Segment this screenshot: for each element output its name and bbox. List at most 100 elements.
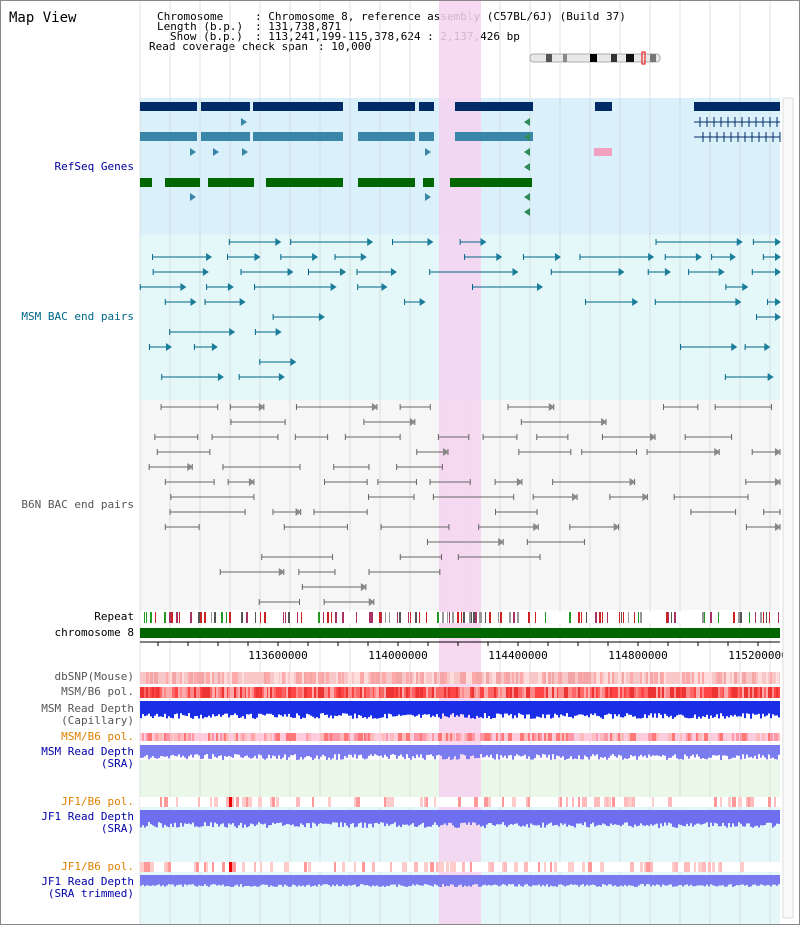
depth-bar [262, 701, 264, 715]
depth-bar [338, 701, 340, 716]
msm-read-depth-sra-label-2: (SRA) [100, 757, 134, 770]
jf1-read-depth-sra-track[interactable] [140, 810, 780, 828]
heat-cell [744, 687, 748, 698]
heat-cell [524, 733, 528, 741]
heat-cell [606, 687, 608, 698]
depth-bar [700, 875, 702, 886]
heat-cell [424, 797, 426, 807]
heat-cell [166, 862, 168, 872]
b6n-bac-label[interactable]: B6N BAC end pairs [21, 498, 134, 511]
depth-bar [704, 810, 706, 824]
bac-end-arrow [295, 508, 302, 516]
depth-bar [738, 745, 740, 756]
highlight-region[interactable] [439, 0, 481, 925]
depth-bar [540, 701, 542, 718]
repeat-element [381, 612, 382, 623]
heat-cell [404, 687, 406, 698]
depth-bar [304, 745, 306, 758]
depth-bar [732, 810, 734, 824]
heat-cell [370, 733, 374, 741]
heat-cell [488, 733, 490, 741]
msm-read-depth-sra-track[interactable] [140, 745, 780, 760]
depth-bar [402, 810, 404, 825]
heat-cell [438, 733, 440, 741]
depth-bar [420, 810, 422, 825]
depth-bar [778, 875, 780, 885]
depth-bar [504, 810, 506, 826]
heat-cell [370, 672, 372, 684]
depth-bar [524, 701, 526, 719]
heat-cell [170, 672, 173, 684]
jf1-b6-pol-track-2[interactable] [140, 862, 780, 872]
jf1-b6-pol-track[interactable] [140, 797, 780, 807]
depth-bar [602, 745, 604, 758]
depth-bar [376, 810, 378, 823]
depth-bar [260, 875, 262, 886]
depth-bar [670, 701, 672, 716]
msm-b6-pol-track-2[interactable] [140, 733, 780, 741]
depth-bar [206, 875, 208, 886]
depth-bar [600, 745, 602, 758]
heat-cell [540, 733, 542, 741]
depth-bar [166, 810, 168, 827]
heat-cell [348, 733, 350, 741]
depth-bar [218, 810, 220, 827]
depth-bar [580, 875, 582, 886]
depth-bar [742, 745, 744, 755]
depth-bar [152, 875, 154, 886]
depth-bar [246, 875, 248, 886]
heat-cell [492, 687, 494, 698]
depth-bar [528, 875, 530, 886]
depth-bar [648, 875, 650, 885]
depth-bar [214, 810, 216, 823]
depth-bar [466, 810, 468, 825]
heat-cell [596, 797, 600, 807]
repeat-element [718, 612, 719, 623]
depth-bar [376, 745, 378, 756]
gene-exon-block [419, 102, 434, 111]
refseq-genes-label[interactable]: RefSeq Genes [54, 160, 134, 173]
depth-bar [438, 745, 440, 755]
depth-bar [148, 745, 150, 760]
depth-bar [636, 745, 638, 760]
refseq-genes-track[interactable] [140, 102, 781, 216]
depth-bar [498, 875, 500, 887]
heat-cell [432, 672, 435, 684]
vertical-scrollbar[interactable] [782, 97, 794, 919]
depth-bar [632, 810, 634, 828]
depth-bar [444, 745, 446, 760]
heat-cell [720, 733, 723, 741]
depth-bar [578, 701, 580, 715]
heat-cell [338, 733, 341, 741]
jf1-read-depth-sra-trimmed-track[interactable] [140, 875, 780, 887]
repeat-element [211, 612, 212, 623]
depth-bar [180, 701, 182, 714]
msm-read-depth-capillary-track[interactable] [140, 701, 780, 719]
depth-bar [316, 745, 318, 756]
chromosome-ideogram[interactable] [529, 51, 661, 65]
b6n-bac-pairs-track[interactable] [148, 403, 781, 606]
depth-bar [236, 810, 238, 828]
repeat-track[interactable] [140, 612, 780, 623]
chromosome-bar[interactable] [140, 628, 780, 638]
depth-bar [762, 875, 764, 885]
depth-bar [668, 810, 670, 823]
msm-bac-pairs-track[interactable] [139, 238, 781, 381]
depth-bar [232, 875, 234, 887]
heat-cell [434, 672, 437, 684]
depth-bar [436, 745, 438, 756]
heat-cell [146, 672, 149, 684]
msm-b6-pol-track[interactable] [140, 687, 780, 698]
depth-bar [638, 701, 640, 719]
heat-cell [382, 672, 386, 684]
bac-end-arrow [554, 253, 561, 261]
dbsnp-track[interactable] [140, 672, 780, 684]
msm-bac-label[interactable]: MSM BAC end pairs [21, 310, 134, 323]
depth-bar [470, 810, 472, 826]
heat-cell [580, 672, 583, 684]
depth-bar [562, 875, 564, 886]
depth-bar [256, 745, 258, 759]
depth-bar [400, 701, 402, 716]
depth-bar [746, 810, 748, 824]
